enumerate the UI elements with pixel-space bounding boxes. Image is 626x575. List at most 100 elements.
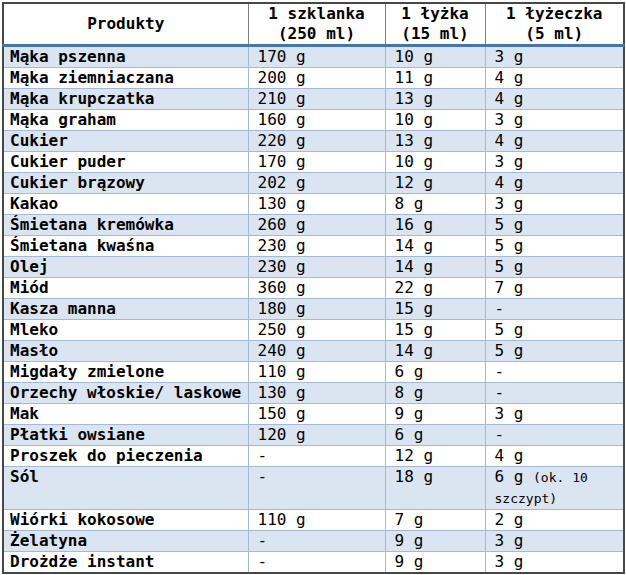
cup-value-text: 170 g <box>258 152 306 171</box>
column-header-0: Produkty <box>3 3 248 46</box>
cup-value: - <box>248 531 385 552</box>
spoon-value-text: 15 g <box>395 299 434 318</box>
teaspoon-value-text: - <box>495 299 505 318</box>
teaspoon-value-text: 3 g <box>495 47 524 66</box>
spoon-value: 6 g <box>385 362 485 383</box>
conversion-table: Produkty1 szklanka(250 ml)1 łyżka(15 ml)… <box>2 2 625 574</box>
table-row: Mąka ziemniaczana200 g11 g4 g <box>3 68 624 89</box>
teaspoon-value: 4 g <box>485 173 624 194</box>
spoon-value: 13 g <box>385 89 485 110</box>
spoon-value: 14 g <box>385 341 485 362</box>
cup-value-text: 260 g <box>258 215 306 234</box>
cup-value: 170 g <box>248 152 385 173</box>
cup-value-text: 250 g <box>258 320 306 339</box>
spoon-value-text: 8 g <box>395 194 424 213</box>
product-name: Cukier puder <box>3 152 248 173</box>
teaspoon-value: 3 g <box>485 552 624 574</box>
teaspoon-value-text: 4 g <box>495 68 524 87</box>
product-name: Drożdże instant <box>3 552 248 574</box>
table-row: Cukier brązowy202 g12 g4 g <box>3 173 624 194</box>
spoon-value: 12 g <box>385 446 485 467</box>
teaspoon-value-text: 7 g <box>495 278 524 297</box>
product-name: Mąka ziemniaczana <box>3 68 248 89</box>
product-name: Mleko <box>3 320 248 341</box>
spoon-value: 9 g <box>385 552 485 574</box>
spoon-value: 10 g <box>385 152 485 173</box>
teaspoon-value-text: 3 g <box>495 152 524 171</box>
measurement-table-page: Produkty1 szklanka(250 ml)1 łyżka(15 ml)… <box>0 0 626 574</box>
teaspoon-value: 5 g <box>485 341 624 362</box>
teaspoon-value: 4 g <box>485 89 624 110</box>
cup-value-text: 110 g <box>258 362 306 381</box>
teaspoon-value: 4 g <box>485 446 624 467</box>
teaspoon-value-text: 6 g <box>495 467 524 486</box>
cup-value: 360 g <box>248 278 385 299</box>
teaspoon-value-text: 5 g <box>495 341 524 360</box>
table-row: Migdały zmielone110 g6 g- <box>3 362 624 383</box>
spoon-value-text: 12 g <box>395 173 434 192</box>
teaspoon-value-text: 3 g <box>495 194 524 213</box>
cup-value-text: 150 g <box>258 404 306 423</box>
spoon-value-text: 14 g <box>395 341 434 360</box>
product-name: Sól <box>3 467 248 510</box>
cup-value-text: 110 g <box>258 510 306 529</box>
cup-value: 220 g <box>248 131 385 152</box>
column-header-sub: (15 ml) <box>386 24 485 44</box>
teaspoon-value-text: 2 g <box>495 510 524 529</box>
column-header-label: 1 łyżka <box>386 4 485 24</box>
cup-value-text: 230 g <box>258 257 306 276</box>
cup-value-text: 210 g <box>258 89 306 108</box>
cup-value: 150 g <box>248 404 385 425</box>
product-name: Śmietana kremówka <box>3 215 248 236</box>
spoon-value-text: 14 g <box>395 236 434 255</box>
teaspoon-value-text: 5 g <box>495 236 524 255</box>
product-name: Kakao <box>3 194 248 215</box>
product-name: Mąka pszenna <box>3 46 248 68</box>
teaspoon-value: 5 g <box>485 215 624 236</box>
spoon-value-text: 14 g <box>395 257 434 276</box>
cup-value: 110 g <box>248 510 385 531</box>
cup-value: 200 g <box>248 68 385 89</box>
table-row: Cukier220 g 13 g 4 g <box>3 131 624 152</box>
column-header-sub: (250 ml) <box>249 24 385 44</box>
spoon-value-text: 10 g <box>395 47 434 66</box>
table-row: Orzechy włoskie/ laskowe130 g8 g- <box>3 383 624 404</box>
product-name: Kasza manna <box>3 299 248 320</box>
spoon-value-text: 6 g <box>395 362 424 381</box>
spoon-value: 15 g <box>385 320 485 341</box>
spoon-value: 22 g <box>385 278 485 299</box>
cup-value-text: 360 g <box>258 278 306 297</box>
product-name: Masło <box>3 341 248 362</box>
spoon-value-text: 15 g <box>395 320 434 339</box>
cup-value-text: 180 g <box>258 299 306 318</box>
spoon-value-text: 13 g <box>395 131 434 150</box>
spoon-value: 12 g <box>385 173 485 194</box>
spoon-value-text: 13 g <box>395 89 434 108</box>
spoon-value-text: 18 g <box>395 467 434 486</box>
column-header-sub: (5 ml) <box>486 24 624 44</box>
product-name: Orzechy włoskie/ laskowe <box>3 383 248 404</box>
cup-value: 130 g <box>248 194 385 215</box>
product-name: Cukier <box>3 131 248 152</box>
teaspoon-value-text: 3 g <box>495 531 524 550</box>
teaspoon-value: 4 g <box>485 68 624 89</box>
spoon-value: 8 g <box>385 383 485 404</box>
product-name: Płatki owsiane <box>3 425 248 446</box>
teaspoon-value: - <box>485 383 624 404</box>
column-header-label: 1 szklanka <box>249 4 385 24</box>
teaspoon-value: 3 g <box>485 531 624 552</box>
cup-value-text: - <box>258 552 268 571</box>
cup-value-text: 170 g <box>258 47 306 66</box>
product-name: Wiórki kokosowe <box>3 510 248 531</box>
teaspoon-value-text: - <box>495 362 505 381</box>
teaspoon-value: 4 g <box>485 131 624 152</box>
cup-value: 230 g <box>248 257 385 278</box>
cup-value: 230 g <box>248 236 385 257</box>
cup-value: 170 g <box>248 46 385 68</box>
cup-value: 250 g <box>248 320 385 341</box>
table-row: Miód360 g22 g7 g <box>3 278 624 299</box>
product-name: Mąka graham <box>3 110 248 131</box>
spoon-value: 13 g <box>385 131 485 152</box>
teaspoon-value-text: 4 g <box>495 89 524 108</box>
teaspoon-value-text: 4 g <box>495 173 524 192</box>
